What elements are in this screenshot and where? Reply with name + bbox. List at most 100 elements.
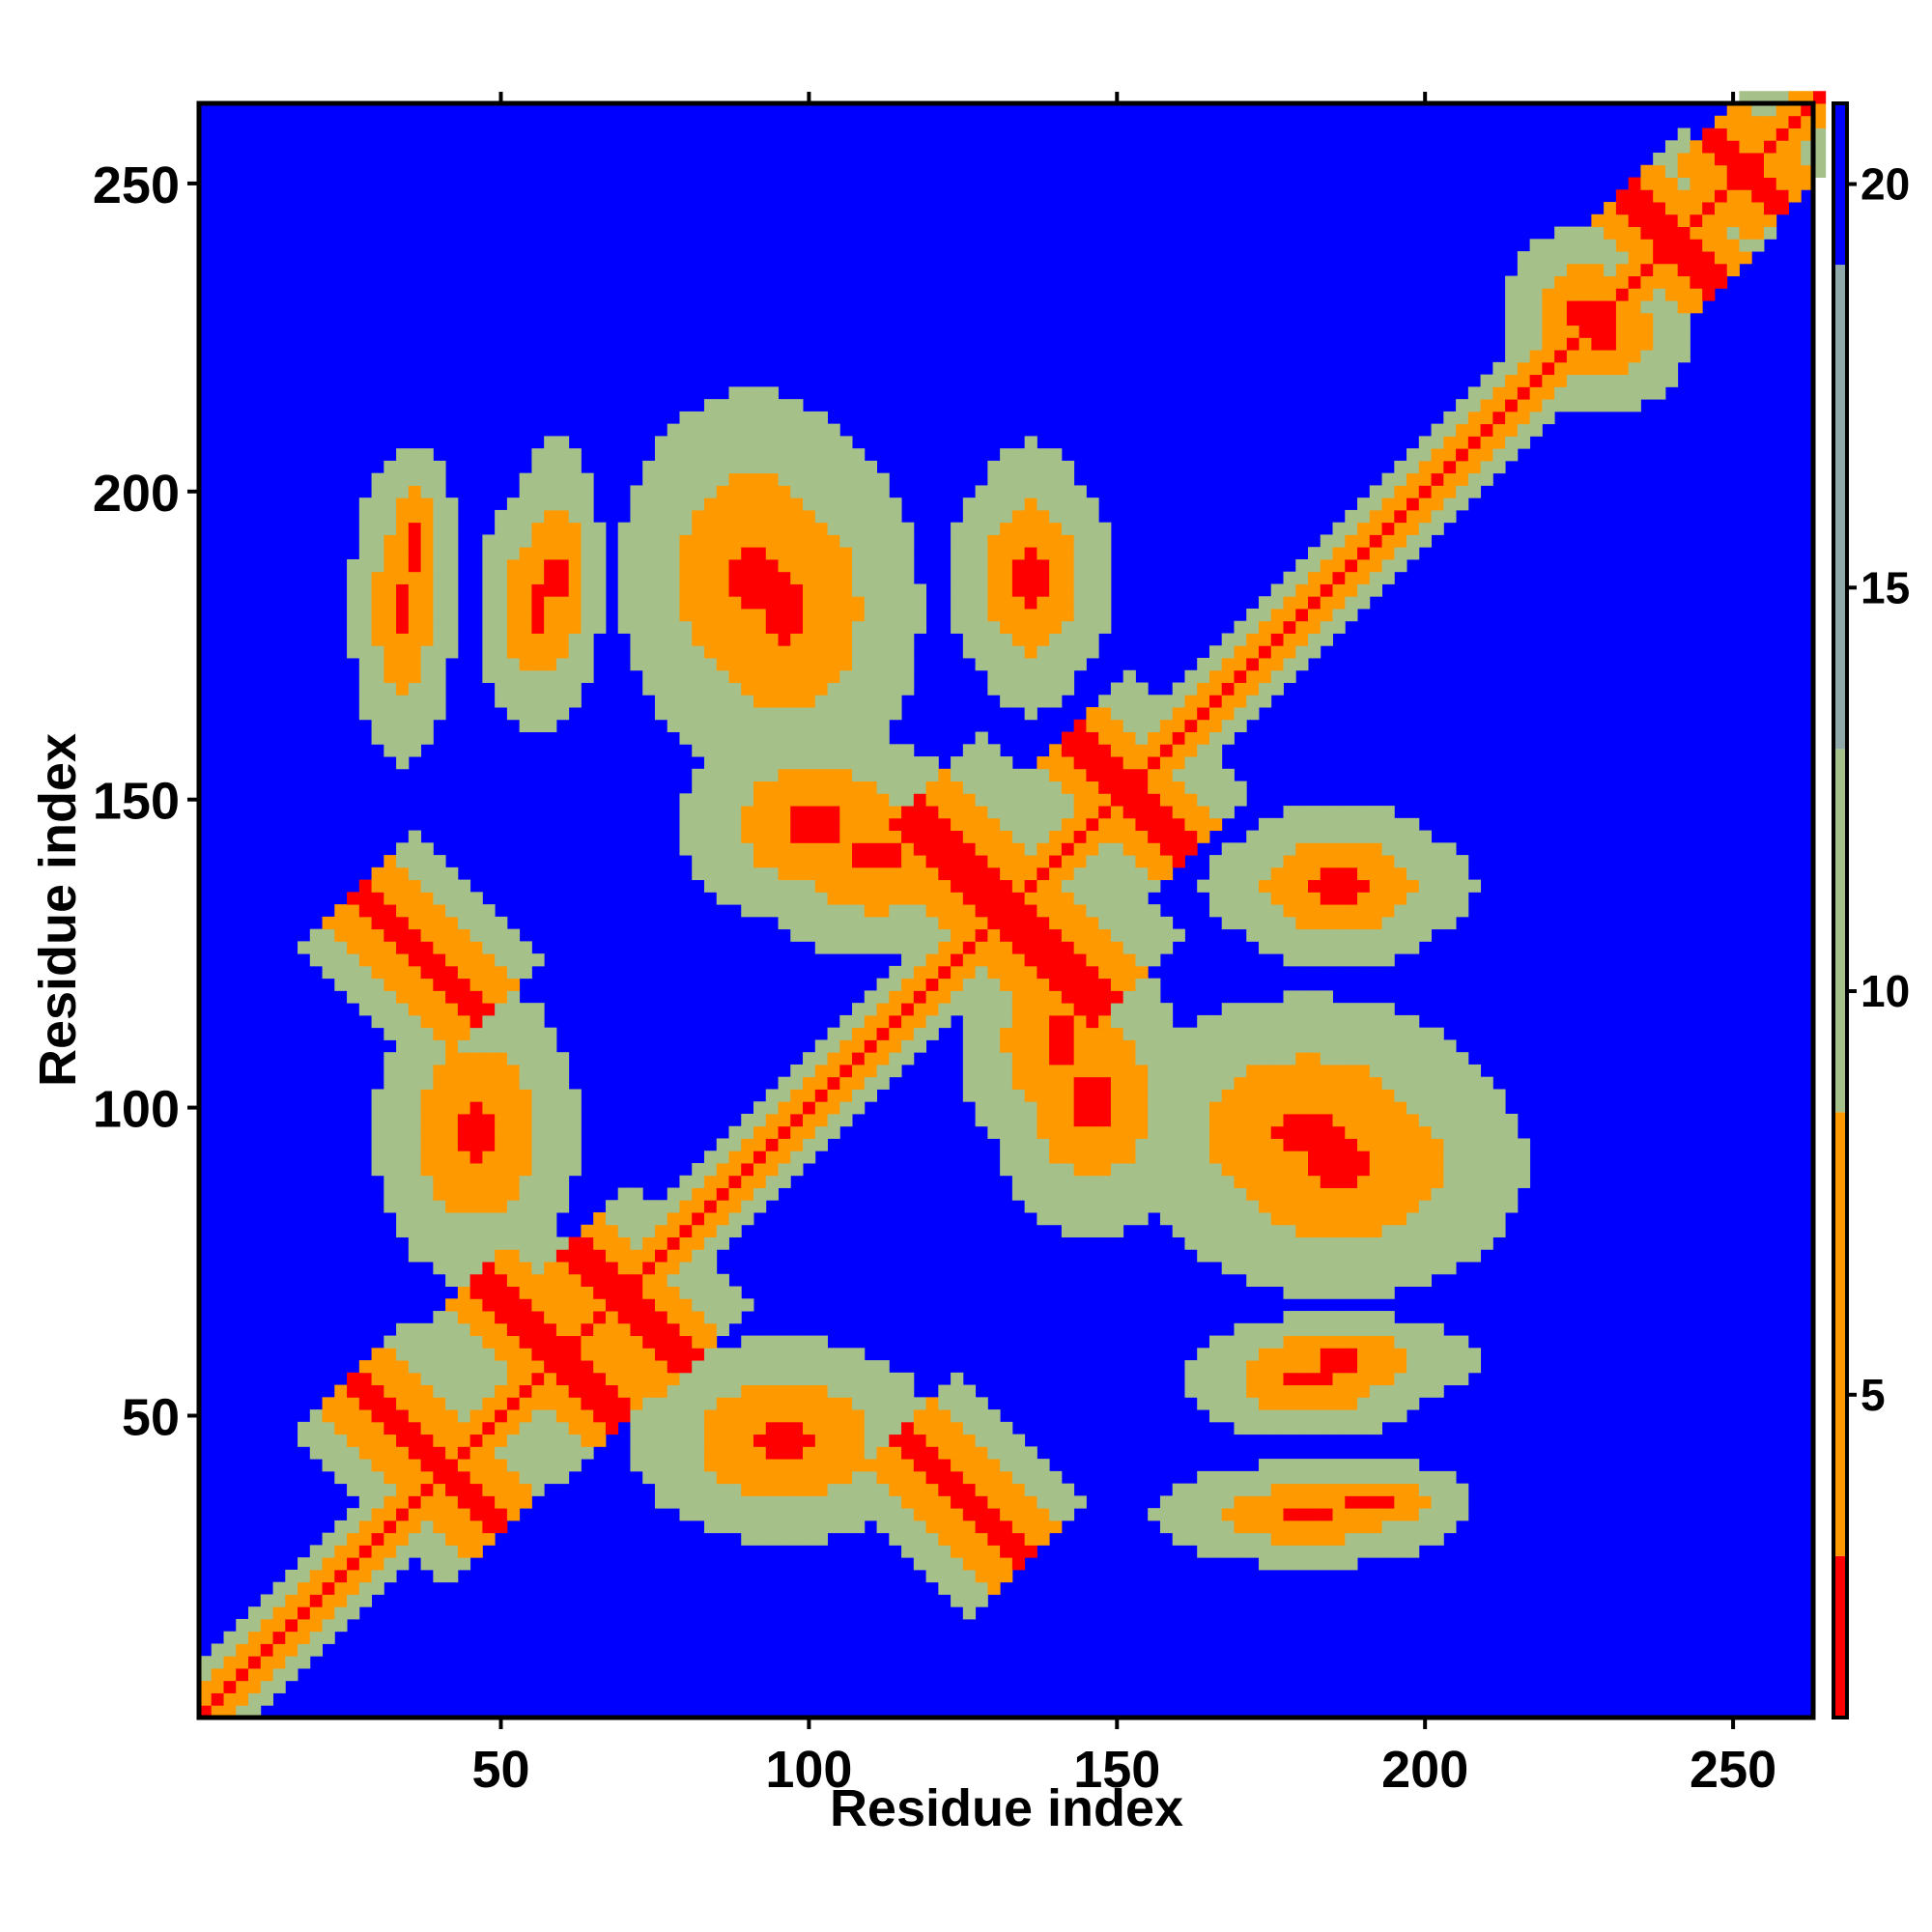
heatmap-cell xyxy=(728,855,742,868)
heatmap-cell xyxy=(544,436,557,449)
heatmap-cell xyxy=(1369,1064,1383,1078)
heatmap-cell xyxy=(1122,817,1136,832)
heatmap-cell xyxy=(1221,1249,1235,1263)
heatmap-cell xyxy=(433,509,446,524)
heatmap-cell xyxy=(420,1545,434,1558)
heatmap-cell xyxy=(1308,583,1321,597)
heatmap-cell xyxy=(358,1446,373,1460)
heatmap-cell xyxy=(408,1236,422,1250)
heatmap-cell xyxy=(642,583,656,597)
heatmap-cell xyxy=(593,1249,607,1263)
heatmap-cell xyxy=(1295,558,1309,573)
heatmap-cell xyxy=(938,892,952,905)
heatmap-cell xyxy=(1332,1101,1346,1115)
heatmap-cell xyxy=(1308,1187,1321,1201)
heatmap-cell xyxy=(568,571,582,584)
heatmap-cell xyxy=(1037,472,1050,486)
heatmap-cell xyxy=(1024,1520,1037,1534)
heatmap-cell xyxy=(1024,781,1037,794)
heatmap-cell xyxy=(469,1076,483,1090)
heatmap-cell xyxy=(1000,793,1013,807)
heatmap-cell xyxy=(667,1409,680,1423)
heatmap-cell xyxy=(1332,1483,1346,1496)
heatmap-cell xyxy=(1345,1495,1358,1509)
heatmap-cell xyxy=(1234,1335,1247,1349)
heatmap-cell xyxy=(433,1360,446,1374)
heatmap-cell xyxy=(420,448,434,462)
heatmap-cell xyxy=(1184,842,1198,856)
heatmap-cell xyxy=(1234,892,1247,905)
heatmap-cell xyxy=(482,965,496,980)
heatmap-cell xyxy=(827,436,840,449)
heatmap-cell xyxy=(211,1680,224,1693)
heatmap-cell xyxy=(778,1162,791,1177)
heatmap-cell xyxy=(433,1101,446,1115)
heatmap-cell xyxy=(1000,1532,1013,1546)
heatmap-cell xyxy=(864,1434,878,1447)
heatmap-cell xyxy=(692,830,705,843)
heatmap-cell xyxy=(765,707,779,721)
heatmap-cell xyxy=(716,1175,729,1188)
heatmap-cell xyxy=(420,1372,434,1386)
heatmap-cell xyxy=(1258,1014,1272,1029)
heatmap-cell xyxy=(1332,1249,1346,1263)
heatmap-cell xyxy=(814,1039,828,1053)
heatmap-cell xyxy=(495,928,508,942)
heatmap-cell xyxy=(889,781,902,794)
heatmap-cell xyxy=(1110,953,1124,967)
heatmap-cell xyxy=(531,1212,545,1226)
heatmap-cell xyxy=(1357,1532,1371,1546)
heatmap-cell xyxy=(790,1384,804,1398)
heatmap-cell xyxy=(1270,842,1284,856)
heatmap-cell xyxy=(814,558,828,573)
heatmap-cell xyxy=(1037,1212,1050,1226)
heatmap-cell xyxy=(322,965,335,980)
heatmap-cell xyxy=(1320,1372,1333,1386)
heatmap-cell xyxy=(347,1384,360,1398)
heatmap-cell xyxy=(1184,768,1198,782)
heatmap-cell xyxy=(593,1421,607,1435)
heatmap-cell xyxy=(925,793,939,807)
heatmap-cell xyxy=(864,806,878,819)
heatmap-cell xyxy=(790,867,804,881)
heatmap-cell xyxy=(358,1545,373,1558)
heatmap-cell xyxy=(1098,1224,1112,1237)
heatmap-cell xyxy=(371,1384,384,1398)
heatmap-cell xyxy=(889,1459,902,1472)
heatmap-cell xyxy=(642,1459,656,1472)
heatmap-cell xyxy=(433,1520,446,1534)
heatmap-cell xyxy=(309,1434,324,1447)
heatmap-cell xyxy=(962,1039,977,1053)
heatmap-cell xyxy=(1234,842,1247,856)
heatmap-cell xyxy=(765,1409,779,1423)
heatmap-cell xyxy=(716,744,729,757)
heatmap-cell xyxy=(544,1236,557,1250)
heatmap-cell xyxy=(1320,633,1333,646)
heatmap-cell xyxy=(1320,1089,1333,1102)
heatmap-cell xyxy=(457,1200,471,1213)
heatmap-cell xyxy=(765,436,779,449)
heatmap-cell xyxy=(531,1249,545,1263)
heatmap-cell xyxy=(519,1262,532,1275)
heatmap-cell xyxy=(1110,1039,1124,1053)
heatmap-cell xyxy=(617,608,631,622)
heatmap-cell xyxy=(741,1409,754,1423)
heatmap-cell xyxy=(544,1470,557,1485)
heatmap-cell xyxy=(1024,707,1037,721)
heatmap-cell xyxy=(1011,855,1026,868)
heatmap-cell xyxy=(519,1003,532,1016)
heatmap-cell xyxy=(679,1348,693,1361)
heatmap-cell xyxy=(1283,1236,1296,1250)
heatmap-cell xyxy=(827,460,840,474)
heatmap-cell xyxy=(1135,842,1149,856)
heatmap-cell xyxy=(519,558,532,573)
heatmap-cell xyxy=(1184,1064,1198,1078)
heatmap-cell xyxy=(667,1483,680,1496)
heatmap-cell xyxy=(962,1027,977,1040)
heatmap-cell xyxy=(1024,817,1037,832)
heatmap-cell xyxy=(753,1532,767,1546)
heatmap-cell xyxy=(433,953,446,967)
heatmap-cell xyxy=(864,1421,878,1435)
heatmap-cell xyxy=(728,411,742,425)
heatmap-cell xyxy=(1295,1372,1309,1386)
